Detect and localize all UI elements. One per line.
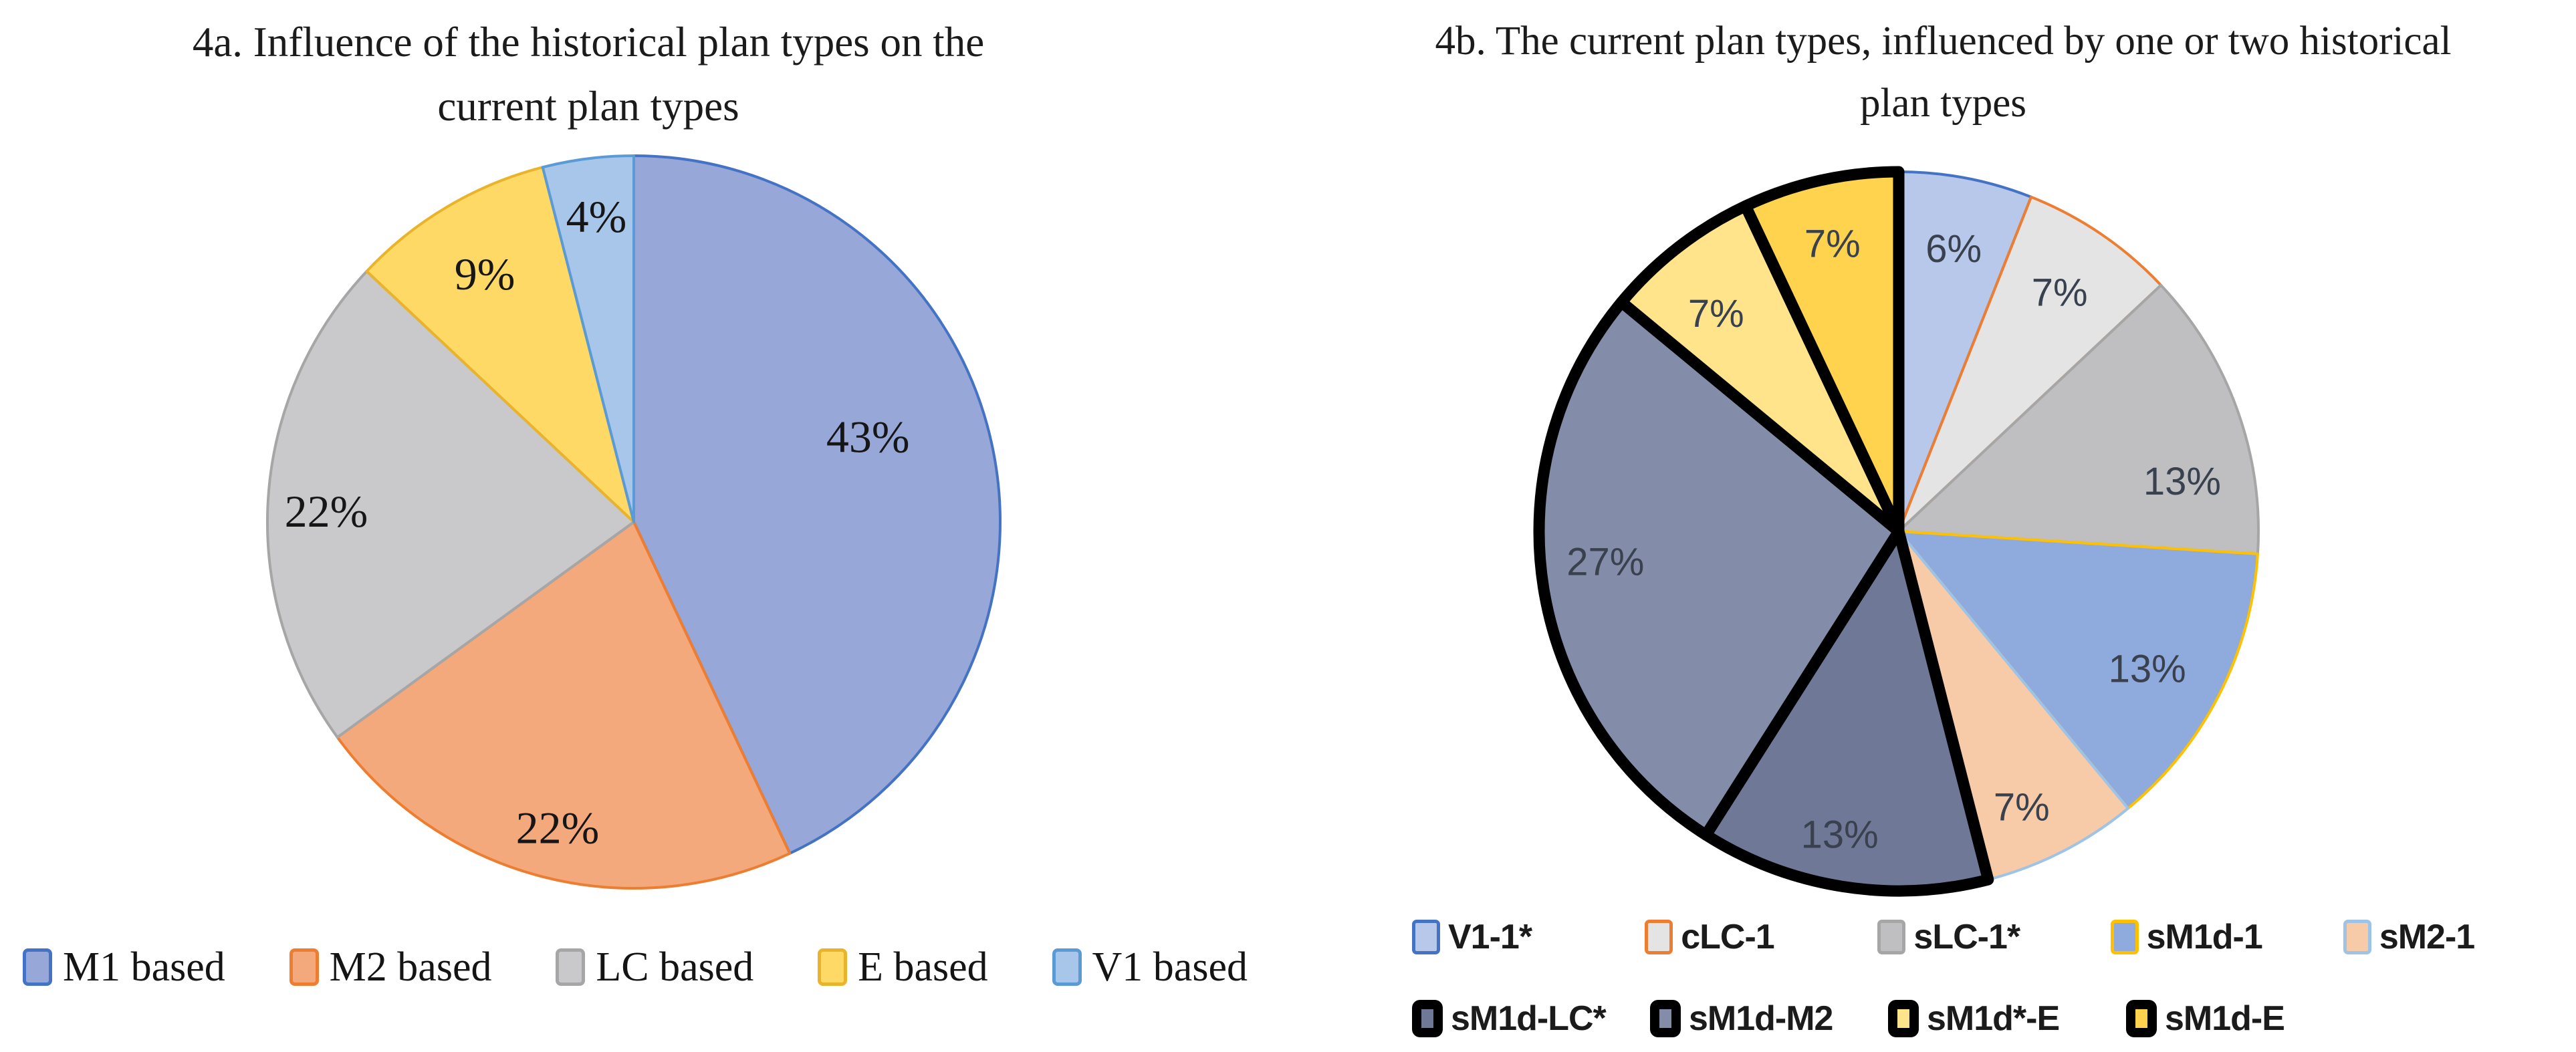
color-swatch-M2 based: [289, 948, 319, 986]
color-swatch-sLC-1*: [1877, 920, 1906, 954]
legend-item-M2 based: M2 based: [289, 944, 492, 991]
legend-label-V1-1*: V1-1*: [1448, 918, 1532, 956]
legend-item-sLC-1*: sLC-1*: [1877, 917, 2110, 957]
legend-label-sM1d-M2: sM1d-M2: [1689, 999, 1833, 1038]
color-swatch-sM2-1: [2343, 920, 2371, 954]
chart-title-4b: 4b. The current plan types, influenced b…: [1270, 11, 2576, 134]
color-swatch-E based: [818, 948, 848, 986]
pie-label-LC based: 22%: [285, 486, 368, 537]
pie-slice-M1 based: [632, 154, 1002, 855]
pie-slice-E based: [365, 166, 635, 523]
pie-label-sM2-1: 7%: [1994, 785, 2050, 829]
legend-label-cLC-1: cLC-1: [1681, 918, 1774, 956]
legend-item-sM1d-E: sM1d-E: [2126, 999, 2364, 1039]
pie-chart-4a: 43% 22% 22% 9% 4%: [266, 154, 1002, 890]
pie-label-sM1d-E: 7%: [1804, 223, 1861, 266]
pie-slice-sM1d-M2: [1533, 296, 1905, 841]
pie-slice-M2 based: [336, 521, 792, 890]
legend-label-M2 based: M2 based: [329, 944, 492, 990]
pie-label-sM1d-1: 13%: [2109, 648, 2186, 691]
color-swatch-sM1d-M2: [1650, 1000, 1681, 1037]
legend-item-E based: E based: [818, 944, 988, 991]
legend-item-sM1d-LC*: sM1d-LC*: [1412, 999, 1650, 1039]
pie-slice-sM2-1: [1897, 530, 2129, 882]
chart-title-4b-line1: 4b. The current plan types, influenced b…: [1435, 19, 2452, 63]
legend-label-sM1d-E: sM1d-E: [2165, 999, 2285, 1038]
chart-title-4a-line2: current plan types: [437, 82, 739, 130]
pie-slice-cLC-1: [1897, 195, 2163, 533]
pie-chart-4b: 6% 7% 13% 13% 7% 13% 27% 7% 7%: [1533, 166, 2260, 897]
legend-item-sM1d-1: sM1d-1: [2110, 917, 2343, 957]
legend-label-sM1d*-E: sM1d*-E: [1927, 999, 2060, 1038]
pie-label-E based: 9%: [455, 249, 515, 299]
pie-label-sM1d*-E: 7%: [1688, 292, 1744, 336]
pie-slice-sM1d-1: [1897, 530, 2259, 810]
legend-item-sM1d*-E: sM1d*-E: [1888, 999, 2126, 1039]
panel-4b: 4b. The current plan types, influenced b…: [1270, 0, 2576, 1050]
color-swatch-sM1d-E: [2126, 1000, 2157, 1037]
legend-item-V1-1*: V1-1*: [1412, 917, 1645, 957]
pie-label-sM1d-LC*: 13%: [1801, 813, 1879, 857]
color-swatch-V1 based: [1052, 948, 1082, 986]
legend-label-sM2-1: sM2-1: [2379, 918, 2475, 956]
legend-item-cLC-1: cLC-1: [1645, 917, 1877, 957]
pie-label-sM1d-M2: 27%: [1566, 541, 1644, 584]
legend-label-sM1d-1: sM1d-1: [2146, 918, 2263, 956]
legend-item-sM2-1: sM2-1: [2343, 917, 2576, 957]
legend-row-2: sM1d-LC* sM1d-M2 sM1d*-E sM1d-E: [1270, 985, 2576, 1052]
pie-slice-LC based: [266, 269, 635, 739]
legend-label-V1 based: V1 based: [1092, 944, 1248, 990]
pie-label-V1 based: 4%: [566, 191, 627, 242]
color-swatch-cLC-1: [1645, 920, 1673, 954]
pie-slice-sM1d-E: [1740, 166, 1905, 537]
pie-slice-sM1d*-E: [1615, 200, 1905, 537]
pie-label-M1 based: 43%: [826, 412, 910, 463]
legend-item-sM1d-M2: sM1d-M2: [1650, 999, 1888, 1039]
legend-label-M1 based: M1 based: [63, 944, 225, 990]
pie-slice-sM1d-LC*: [1700, 525, 1994, 897]
legend-item-LC based: LC based: [556, 944, 753, 991]
legend-item-M1 based: M1 based: [23, 944, 225, 991]
legend-item-V1 based: V1 based: [1052, 944, 1248, 991]
chart-title-4a-line1: 4a. Influence of the historical plan typ…: [192, 19, 985, 65]
color-swatch-sM1d*-E: [1888, 1000, 1919, 1037]
legend-4b: V1-1* cLC-1 sLC-1* sM1d-1 sM2-1 sM1d-LC* sM1d-…: [1270, 904, 2576, 1052]
pie-label-M2 based: 22%: [516, 802, 600, 853]
panel-4a: 4a. Influence of the historical plan typ…: [0, 0, 1270, 1050]
legend-label-E based: E based: [858, 944, 988, 990]
pie-label-sLC-1*: 13%: [2143, 460, 2221, 503]
pie-label-V1-1*: 6%: [1925, 227, 1982, 271]
legend-row-1: V1-1* cLC-1 sLC-1* sM1d-1 sM2-1: [1270, 904, 2576, 970]
legend-label-sLC-1*: sLC-1*: [1913, 918, 2020, 956]
color-swatch-sM1d-LC*: [1412, 1000, 1443, 1037]
color-swatch-LC based: [556, 948, 586, 986]
legend-label-LC based: LC based: [596, 944, 754, 990]
pie-label-cLC-1: 7%: [2032, 271, 2088, 315]
chart-title-4a: 4a. Influence of the historical plan typ…: [0, 11, 1270, 139]
color-swatch-sM1d-1: [2110, 920, 2139, 954]
legend-4a: M1 based M2 based LC based E based V1 based: [0, 930, 1270, 1004]
color-swatch-V1-1*: [1412, 920, 1440, 954]
color-swatch-M1 based: [23, 948, 52, 986]
chart-title-4b-line2: plan types: [1859, 80, 2027, 126]
pie-slice-V1-1*: [1897, 170, 2033, 533]
legend-label-sM1d-LC*: sM1d-LC*: [1451, 999, 1607, 1038]
pie-slice-sLC-1*: [1897, 283, 2260, 555]
pie-slice-V1 based: [541, 154, 635, 523]
